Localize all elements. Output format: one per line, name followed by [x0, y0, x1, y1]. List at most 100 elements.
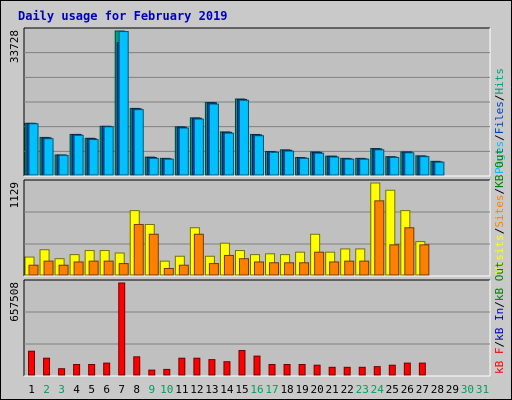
bar-sites	[284, 262, 295, 276]
bar-kb-f	[313, 364, 321, 376]
x-tick-label: 9	[148, 383, 155, 396]
legend-entry: Visits	[493, 234, 506, 274]
panel-kbytes-ymax-label: 657508	[8, 282, 21, 322]
legend-entry: /	[493, 188, 506, 195]
x-tick-label: 7	[118, 383, 125, 396]
x-tick-label: 30	[461, 383, 474, 396]
legend-entry: kB F	[493, 348, 506, 375]
panel-visits_sites-legend: Visits/Sites/KB Out	[493, 148, 506, 274]
bar-kb-f	[328, 366, 336, 376]
bar-kb-f	[238, 350, 246, 376]
bar-kb-f	[193, 357, 201, 376]
x-tick-label: 25	[386, 383, 399, 396]
bar-pages	[133, 109, 144, 176]
legend-entry: kB Out	[493, 261, 506, 301]
bar-pages	[163, 158, 174, 176]
x-tick-label: 24	[371, 383, 385, 396]
x-tick-label: 17	[265, 383, 278, 396]
bar-pages	[299, 157, 310, 176]
bar-kb-f	[388, 364, 396, 376]
bar-sites	[163, 267, 174, 276]
x-tick-label: 28	[431, 383, 444, 396]
bar-sites	[329, 261, 340, 276]
bar-sites	[148, 233, 159, 276]
bar-kb-f	[163, 368, 171, 376]
bar-sites	[299, 262, 310, 276]
legend-entry: /	[493, 301, 506, 308]
bar-pages	[193, 118, 204, 176]
bar-pages	[28, 123, 39, 176]
legend-entry: Hits	[493, 68, 506, 95]
bar-pages	[88, 139, 99, 176]
bar-kb-f	[43, 357, 51, 376]
panel-hits_files_pages-ymax-label: 33728	[8, 30, 21, 63]
bar-kb-f	[118, 282, 126, 376]
bar-sites	[374, 200, 385, 276]
bar-pages	[329, 156, 340, 176]
x-tick-label: 26	[401, 383, 414, 396]
x-tick-label: 15	[235, 383, 248, 396]
x-tick-label: 31	[476, 383, 489, 396]
x-tick-label: 22	[341, 383, 354, 396]
bar-kb-f	[73, 364, 81, 376]
bar-kb-f	[133, 356, 141, 376]
bar-sites	[58, 264, 69, 276]
bar-sites	[344, 260, 355, 276]
bar-sites	[314, 251, 325, 276]
legend-entry: Pages	[493, 141, 506, 174]
bar-kb-f	[28, 350, 36, 376]
x-tick-label: 29	[446, 383, 459, 396]
bar-sites	[193, 233, 204, 276]
bar-kb-f	[418, 362, 426, 376]
bar-sites	[404, 227, 415, 276]
bar-pages	[344, 158, 355, 176]
legend-entry: Files	[493, 101, 506, 134]
bar-pages	[374, 149, 385, 176]
bar-kb-f	[88, 364, 96, 376]
bar-pages	[118, 31, 129, 176]
bar-pages	[404, 152, 415, 176]
x-tick-label: 4	[73, 383, 80, 396]
bar-pages	[359, 158, 370, 176]
x-tick-label: 11	[175, 383, 188, 396]
bar-sites	[178, 264, 189, 276]
panel-visits_sites-ymax-label: 1129	[8, 182, 21, 209]
bar-kb-f	[148, 369, 156, 376]
x-tick-label: 27	[416, 383, 429, 396]
panel-hits_files_pages-legend: Pages/Files/Hits	[493, 68, 506, 174]
bar-sites	[103, 260, 114, 276]
bar-kb-f	[103, 362, 111, 376]
bar-kb-f	[358, 366, 366, 376]
legend-entry: /	[493, 95, 506, 102]
x-tick-label: 1	[28, 383, 35, 396]
bar-pages	[389, 156, 400, 176]
bar-sites	[254, 261, 264, 276]
bar-sites	[269, 262, 280, 276]
x-tick-label: 23	[356, 383, 369, 396]
bar-pages	[208, 103, 219, 176]
legend-entry: /	[493, 341, 506, 348]
bar-pages	[103, 126, 114, 176]
bar-pages	[223, 132, 234, 176]
legend-entry: Sites	[493, 195, 506, 228]
x-tick-label: 12	[190, 383, 203, 396]
bar-kb-f	[223, 361, 231, 376]
bar-sites	[223, 254, 234, 276]
bar-sites	[133, 223, 144, 276]
bar-sites	[208, 263, 219, 276]
bar-pages	[284, 150, 295, 176]
bar-kb-f	[58, 368, 66, 376]
x-tick-label: 18	[280, 383, 293, 396]
bar-sites	[88, 260, 99, 276]
legend-entry: kB In	[493, 308, 506, 341]
x-tick-label: 19	[295, 383, 308, 396]
x-tick-label: 14	[220, 383, 234, 396]
bar-pages	[58, 154, 69, 176]
x-tick-label: 5	[88, 383, 95, 396]
legend-entry: /	[493, 134, 506, 141]
bar-kb-f	[283, 364, 291, 376]
x-tick-label: 6	[103, 383, 110, 396]
bar-sites	[118, 263, 129, 276]
bar-sites	[389, 244, 400, 276]
